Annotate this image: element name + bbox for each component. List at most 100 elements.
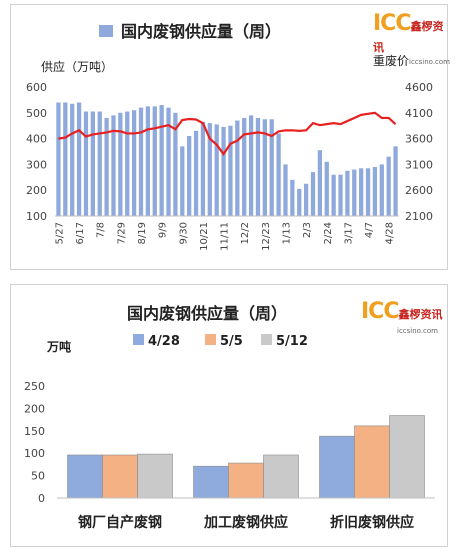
category-label: 折旧废钢供应 <box>330 514 414 531</box>
supply-bar <box>283 164 288 216</box>
supply-bar <box>393 146 398 216</box>
right-tick-label: 4600 <box>405 81 433 94</box>
supply-bar <box>90 111 95 216</box>
category-bar <box>67 454 103 499</box>
legend-swatch-bar <box>99 25 113 37</box>
category-bar <box>228 462 264 499</box>
supply-bar <box>63 102 68 216</box>
category-label: 钢厂自产废钢 <box>78 514 162 531</box>
supply-bar <box>242 117 247 216</box>
legend-swatch <box>205 334 216 345</box>
x-tick-label: 9/30 <box>178 222 189 244</box>
x-tick-label: 1/13 <box>281 222 292 244</box>
logo-cn-text: 鑫椤资讯 <box>373 20 444 54</box>
supply-bar <box>152 106 157 216</box>
chart-title: 国内废钢供应量（周） <box>127 304 287 323</box>
supply-bar <box>255 117 261 216</box>
right-tick-label: 3100 <box>405 158 433 171</box>
supply-bar <box>386 156 391 216</box>
x-tick-label: 6/17 <box>75 222 86 244</box>
supply-bar <box>76 102 82 216</box>
x-tick-label: 2/3 <box>302 222 313 238</box>
supply-bar <box>331 174 336 216</box>
category-bar <box>354 425 390 499</box>
logo-url-text-2: iccsino.com <box>397 327 439 335</box>
supply-bar <box>159 105 164 216</box>
supply-bar <box>297 188 302 216</box>
legend-label: 5/12 <box>276 334 308 349</box>
y-tick-label: 200 <box>24 402 45 415</box>
supply-breakdown-chart: 国内废钢供应量（周） 万吨 4/28 5/5 5/12 0 50 100 150 200 250 钢厂… <box>24 304 435 531</box>
x-tick-label: 7/8 <box>96 222 107 238</box>
x-tick-label: 2/24 <box>323 222 334 244</box>
logo-url-text: iccsino.com <box>409 58 451 66</box>
right-tick-label: 2600 <box>405 184 433 197</box>
supply-bar <box>187 136 192 216</box>
y-tick-label: 50 <box>31 470 45 483</box>
supply-bar <box>111 115 116 216</box>
supply-bar <box>317 150 323 216</box>
supply-bar <box>310 172 316 216</box>
right-tick-label: 2100 <box>405 210 433 223</box>
x-tick-label: 12/2 <box>240 222 251 244</box>
supply-bar <box>97 111 102 216</box>
supply-breakdown-bar-panel: 国内废钢供应量（周） 万吨 4/28 5/5 5/12 0 50 100 150 200 250 钢厂… <box>10 284 448 547</box>
logo-cn-text-2: 鑫椤资讯 <box>398 308 443 321</box>
left-tick-label: 200 <box>26 184 47 197</box>
right-tick-label: 4100 <box>405 107 433 120</box>
x-tick-label: 3/17 <box>343 222 354 244</box>
supply-bar <box>145 106 151 216</box>
y-tick-label: 150 <box>24 425 45 438</box>
legend-label: 5/5 <box>220 334 243 349</box>
supply-bar <box>352 169 357 216</box>
legend-swatch <box>261 334 272 345</box>
legend-swatch <box>133 334 144 345</box>
right-tick-label: 3600 <box>405 133 433 146</box>
right-axis-label: 重废价 <box>373 53 409 68</box>
category-bar <box>319 435 355 499</box>
y-tick-label: 100 <box>24 447 45 460</box>
supply-bar <box>276 133 281 216</box>
supply-bar <box>138 107 144 216</box>
x-tick-label: 5/27 <box>54 222 65 244</box>
supply-bar <box>104 117 109 216</box>
supply-bar <box>372 166 378 216</box>
supply-bar <box>193 130 199 216</box>
supply-bar <box>207 123 212 216</box>
supply-bar <box>248 115 254 216</box>
y-tick-label: 250 <box>24 380 45 393</box>
heavy-scrap-price-line <box>58 111 397 156</box>
supply-bar <box>345 170 350 216</box>
supply-bar <box>303 183 309 216</box>
supply-bar <box>70 103 75 216</box>
category-bar <box>137 453 173 499</box>
supply-bar <box>221 126 226 216</box>
supply-bar <box>365 168 371 216</box>
supply-bar <box>131 110 137 216</box>
x-tick-label: 9/9 <box>158 222 169 238</box>
supply-bar <box>56 102 61 216</box>
supply-bar <box>173 112 178 216</box>
left-tick-label: 400 <box>26 133 47 146</box>
logo-icc-text-2: ICC <box>361 299 399 324</box>
legend-label: 4/28 <box>148 334 180 349</box>
icc-logo: ICC鑫椤资讯 iccsino.com <box>373 11 451 74</box>
y-tick-label: 0 <box>38 492 45 505</box>
x-tick-label: 12/23 <box>261 222 272 251</box>
weekly-supply-chart: 国内废钢供应量（周） 供应（万吨） 重废价 100 200 300 400 500 600 210… <box>26 22 433 251</box>
left-tick-label: 300 <box>26 158 47 171</box>
category-bar <box>102 454 138 499</box>
supply-bar <box>214 124 219 216</box>
left-tick-label: 500 <box>26 107 47 120</box>
supply-bar <box>235 120 240 216</box>
weekly-supply-line-bar-panel: 国内废钢供应量（周） 供应（万吨） 重废价 100 200 300 400 500 600 210… <box>10 4 451 270</box>
left-axis-label: 供应（万吨） <box>41 59 113 74</box>
category-bar <box>389 415 425 499</box>
supply-bar <box>379 164 384 216</box>
left-tick-label: 600 <box>26 81 47 94</box>
x-tick-label: 7/29 <box>116 222 127 244</box>
supply-bar <box>118 112 123 216</box>
supply-bar <box>359 168 364 216</box>
logo-icc-text: ICC <box>373 11 411 36</box>
supply-bar <box>180 146 185 216</box>
